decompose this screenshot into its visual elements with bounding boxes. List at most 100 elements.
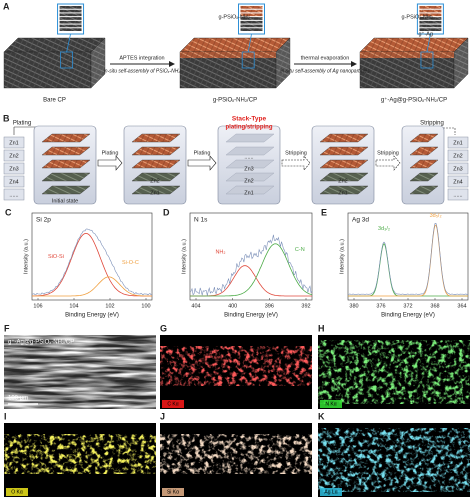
step-label: in-situ self-assembly of PSiOₓ-NH₂ xyxy=(104,68,181,74)
zn-label: Zn1 xyxy=(150,190,159,196)
step-label: Stripping xyxy=(377,150,399,156)
inset-fiber xyxy=(419,20,442,24)
zn-sheet xyxy=(319,185,369,195)
step-arrow xyxy=(375,155,401,171)
zn-sheet xyxy=(409,185,439,195)
panel-label: H xyxy=(318,323,325,333)
y-axis-label: Intensity (a.u.) xyxy=(23,239,29,274)
spectrum-title: Si 2p xyxy=(36,217,51,224)
inset-fiber xyxy=(240,13,263,17)
x-tick-label: 380 xyxy=(349,303,358,309)
zn-box xyxy=(447,175,469,188)
scale-label: 100 μm xyxy=(8,396,28,402)
x-tick-label: 400 xyxy=(228,303,237,309)
zn-sheet xyxy=(319,133,369,143)
inset-label: g⁺-Ag xyxy=(418,30,433,37)
inset-label: g-PSiOₓ-NH₂ xyxy=(402,14,433,20)
inset-spot xyxy=(60,51,74,69)
inset-pointer xyxy=(66,33,71,53)
block-top xyxy=(3,37,106,53)
zn-sheet xyxy=(41,159,91,169)
channel-box xyxy=(320,488,342,496)
block-side xyxy=(275,37,291,89)
sample-name: Bare CP xyxy=(43,98,66,104)
inset-fiber xyxy=(59,20,82,24)
zn-box xyxy=(3,188,25,201)
inset-spot xyxy=(420,51,434,69)
inset-fiber xyxy=(59,13,82,17)
zn-label: Zn4 xyxy=(453,179,462,185)
zn-sheet xyxy=(131,185,181,195)
x-axis-label: Binding Energy (eV) xyxy=(224,313,278,319)
zn-box xyxy=(447,188,469,201)
x-tick-label: 368 xyxy=(430,303,439,309)
zn-sheet xyxy=(41,172,91,182)
inset-fiber xyxy=(59,6,82,9)
inset-fiber xyxy=(59,24,82,28)
inset-fiber xyxy=(240,17,263,20)
fit-peak xyxy=(190,243,313,297)
raw-spectrum xyxy=(347,222,469,295)
zn-sheet xyxy=(225,185,275,195)
zn-sheet xyxy=(409,146,439,156)
zn-label: ...... xyxy=(244,154,254,160)
zn-label: Zn2 xyxy=(150,178,159,184)
channel-label: Si Kα xyxy=(167,489,179,495)
panel-label: F xyxy=(4,323,10,333)
plot-frame xyxy=(31,212,153,301)
fit-peak xyxy=(348,224,468,297)
zn-sheet xyxy=(409,133,439,143)
y-axis-label: Intensity (a.u.) xyxy=(339,239,345,274)
panel-label: D xyxy=(163,207,170,217)
zn-sheet xyxy=(41,185,91,195)
element-map xyxy=(318,428,470,492)
zn-sheet xyxy=(131,159,181,169)
fit-peak xyxy=(32,232,152,297)
x-tick-label: 106 xyxy=(33,303,42,309)
inset-fiber xyxy=(419,17,442,20)
inset-spot xyxy=(241,51,255,69)
x-tick-label: 396 xyxy=(265,303,274,309)
fit-peak xyxy=(348,243,468,297)
x-tick-label: 364 xyxy=(457,303,466,309)
zn-label: Zn2 xyxy=(453,153,462,159)
element-map xyxy=(4,434,156,474)
element-map xyxy=(318,340,470,404)
inset-fiber xyxy=(419,24,442,28)
zn-label: Zn1 xyxy=(244,190,253,196)
carbon-paper xyxy=(359,37,469,89)
fit-peak xyxy=(32,276,152,297)
element-map xyxy=(160,346,312,386)
stack-subtitle: plating/stripping xyxy=(226,125,273,131)
block-coating xyxy=(180,52,276,58)
x-tick-label: 372 xyxy=(403,303,412,309)
x-axis-label: Binding Energy (eV) xyxy=(381,313,435,319)
zn-sheet xyxy=(225,159,275,169)
element-map xyxy=(4,335,156,409)
step-label: Stripping xyxy=(285,150,307,156)
inset-pointer xyxy=(426,33,431,53)
panel-label: C xyxy=(5,207,12,217)
zn-box xyxy=(3,149,25,162)
panel-label: B xyxy=(3,113,10,123)
panel-label: J xyxy=(160,411,165,421)
channel-label: N Kα xyxy=(325,401,336,407)
panel-label: G xyxy=(160,323,167,333)
zn-sheet xyxy=(131,146,181,156)
inset-label: g-PSiOₓ-NH₂ xyxy=(219,14,250,20)
step-arrow xyxy=(281,155,311,171)
element-map xyxy=(160,434,312,474)
inset-fiber xyxy=(59,28,82,31)
zn-label: Zn1 xyxy=(9,140,18,146)
zn-box xyxy=(447,149,469,162)
peak-label: 3d₃/₂ xyxy=(378,226,390,232)
x-tick-label: 102 xyxy=(105,303,114,309)
sample-name: g-PSiOₓ-NH₂/CP xyxy=(213,98,257,104)
zn-label: ...... xyxy=(9,192,19,198)
inset-fiber xyxy=(240,28,263,31)
zn-box xyxy=(3,175,25,188)
zn-label: Zn1 xyxy=(338,190,347,196)
inset-fiber xyxy=(240,9,263,13)
zn-sheet xyxy=(409,172,439,182)
